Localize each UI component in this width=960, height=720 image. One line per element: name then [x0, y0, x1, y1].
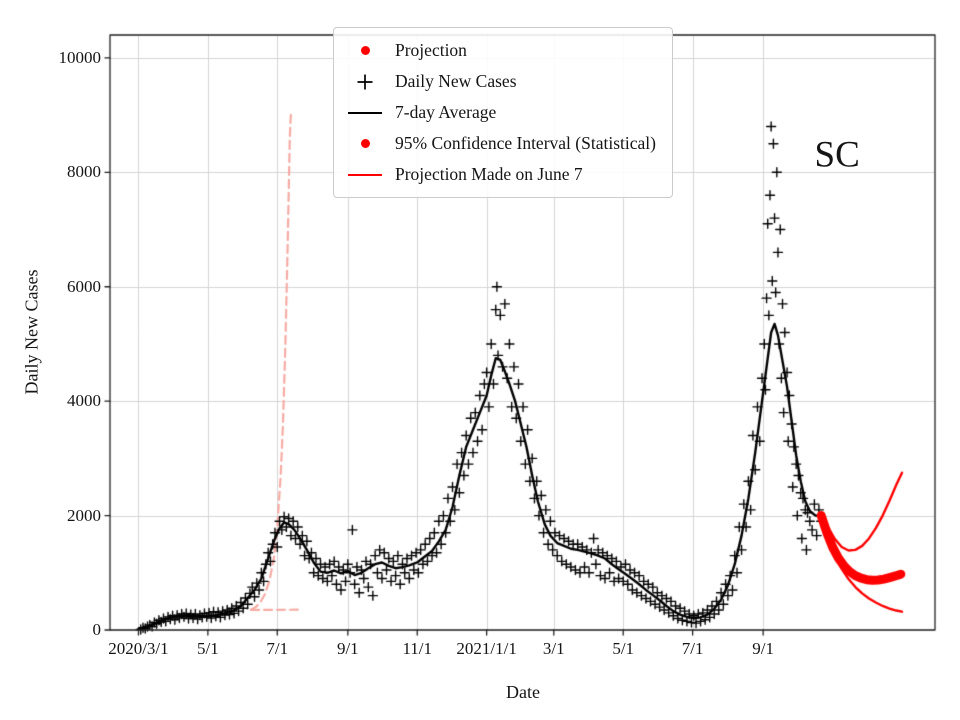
legend-item-label: Projection: [395, 40, 467, 60]
legend-item-projection: Projection: [344, 35, 656, 66]
y-tick-label: 2000: [67, 505, 101, 525]
x-tick-label: 2021/1/1: [456, 639, 517, 658]
legend-item-projection-june7: Projection Made on June 7: [344, 159, 656, 190]
x-tick-label: 9/1: [752, 639, 775, 658]
legend: Projection Daily New Cases 7-day Average…: [333, 27, 673, 198]
x-axis-label: Date: [506, 682, 540, 702]
legend-item-daily-new-cases: Daily New Cases: [344, 66, 656, 97]
plus-marker-icon: [344, 73, 386, 91]
legend-item-label: Projection Made on June 7: [395, 164, 583, 184]
legend-item-label: Daily New Cases: [395, 71, 517, 91]
y-tick-label: 6000: [67, 276, 101, 296]
red-line-icon: [344, 173, 386, 176]
legend-item-confidence-interval: 95% Confidence Interval (Statistical): [344, 128, 656, 159]
x-tick-label: 7/1: [266, 639, 289, 658]
y-tick-label: 4000: [67, 391, 101, 411]
y-tick-label: 8000: [67, 162, 101, 182]
legend-item-label: 7-day Average: [395, 102, 497, 122]
black-line-icon: [344, 111, 386, 114]
legend-item-label: 95% Confidence Interval (Statistical): [395, 133, 656, 153]
y-axis-label: Daily New Cases: [21, 269, 42, 395]
x-tick-label: 11/1: [402, 639, 433, 658]
legend-item-7day-average: 7-day Average: [344, 97, 656, 128]
red-dot-icon: [344, 139, 386, 148]
x-tick-label: 5/1: [612, 639, 635, 658]
x-tick-label: 9/1: [336, 639, 359, 658]
x-tick-label: 2020/3/1: [108, 639, 169, 658]
state-annotation: SC: [814, 134, 860, 176]
red-dot-icon: [344, 46, 386, 55]
y-tick-label: 0: [92, 620, 102, 639]
y-tick-label: 10000: [58, 47, 102, 67]
x-tick-label: 7/1: [681, 639, 704, 658]
x-tick-label: 3/1: [542, 639, 565, 658]
x-tick-label: 5/1: [196, 639, 219, 658]
